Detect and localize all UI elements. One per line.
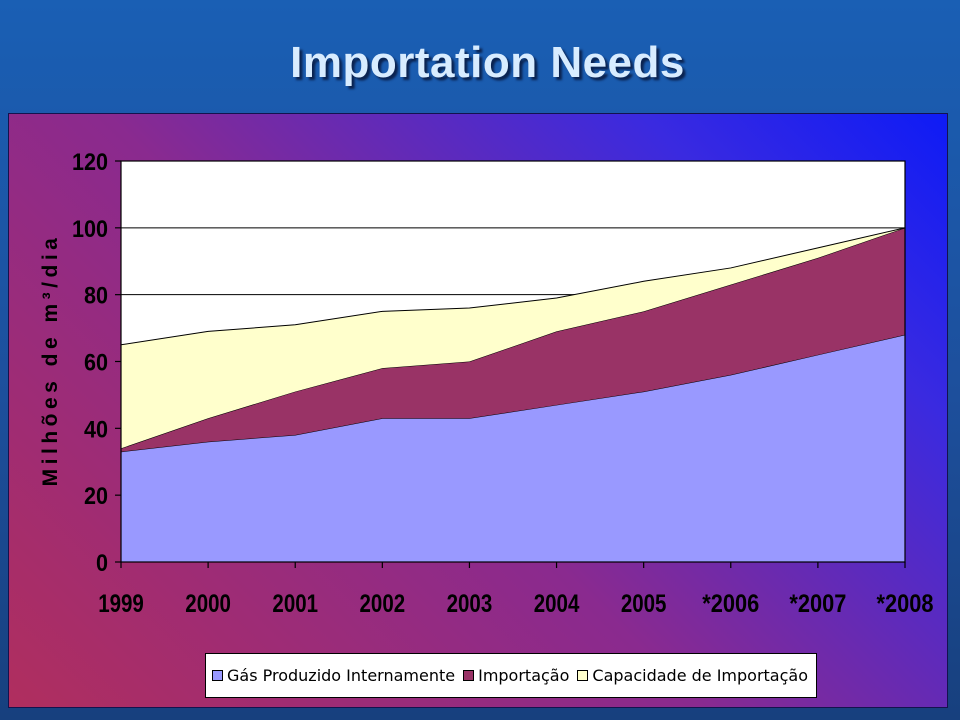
y-tick-label: 20 [84,483,108,510]
legend: Gás Produzido Internamente Importação Ca… [205,653,817,698]
x-tick-label: 2005 [621,590,667,618]
legend-item-capacidade: Capacidade de Importação [577,666,808,685]
x-tick-labels: 1999 2000 2001 2002 2003 2004 2005 *2006 *2007 *2… [98,590,933,618]
y-tick-label: 80 [84,283,108,310]
x-tick-label: 2000 [185,590,231,618]
legend-label: Importação [478,666,570,685]
y-tick-label: 0 [96,550,108,577]
plot-border [115,160,906,568]
series-area-1 [121,227,905,452]
y-tick-label: 60 [84,350,108,377]
x-tick-label: *2006 [702,590,759,618]
legend-swatch-capacidade [577,670,589,681]
legend-item-gas-produzido: Gás Produzido Internamente [212,666,455,685]
slide-title: Importation Needs [290,38,685,87]
y-tick-label: 100 [72,216,108,243]
y-tick-labels: 0 20 40 60 80 100 120 [72,149,108,577]
x-tick-label: 1999 [98,590,144,618]
legend-item-importacao: Importação [463,666,569,685]
series-line-2 [120,227,906,346]
legend-swatch-importacao [463,670,475,681]
legend-swatch-gas-produzido [212,670,223,681]
legend-label: Gás Produzido Internamente [227,666,456,685]
series-area-0 [121,334,905,562]
x-tick-label: *2008 [877,590,934,618]
x-tick-label: 2003 [447,590,493,618]
x-tick-label: 2002 [360,590,406,618]
x-tick-label: 2004 [534,590,580,618]
x-tick-label: *2007 [789,590,846,618]
y-tick-label: 40 [84,416,108,443]
y-tick-label: 120 [72,149,108,176]
series-areas [120,227,906,562]
y-axis-label: Milhões de m³/dia [39,234,62,487]
series-area-2 [121,227,905,449]
legend-label: Capacidade de Importação [592,666,808,685]
x-tick-label: 2001 [272,590,318,618]
